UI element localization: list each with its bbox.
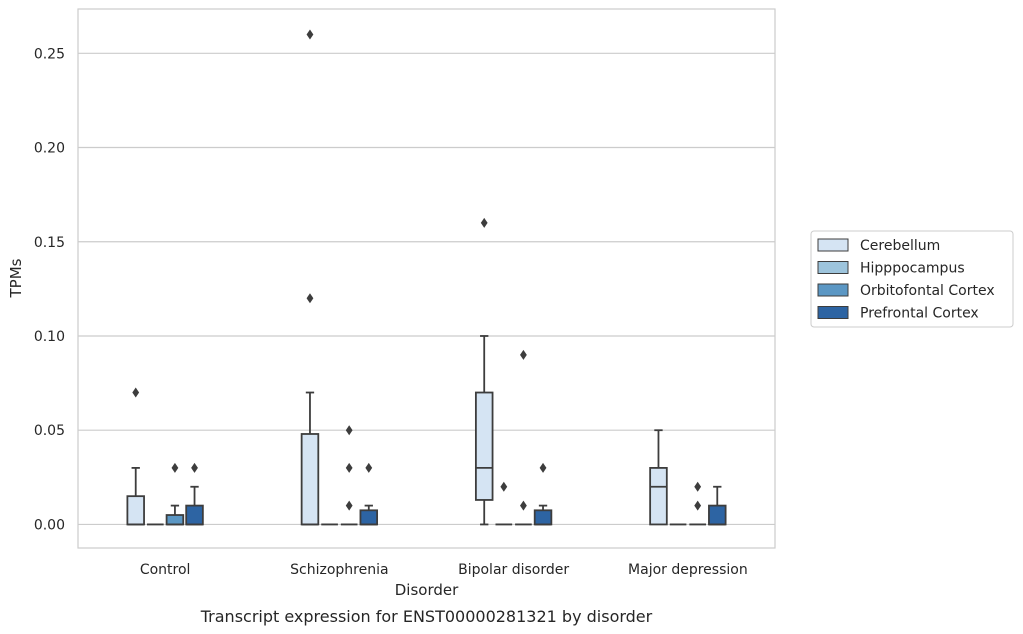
x-tick-labels: Control Schizophrenia Bipolar disorder Majo… [140,562,748,578]
legend-frame [810,230,1014,328]
y-axis-title: TPMs [7,258,25,298]
legend-label: Hipppocampus [860,261,965,277]
outlier-point [345,462,353,473]
outlier-point [306,29,314,40]
box-iqr [359,509,379,526]
chart-caption: Transcript expression for ENST0000028132… [200,607,653,626]
y-tick-label: 0.25 [34,46,65,62]
box-iqr [126,495,145,526]
outlier-point [520,349,527,360]
outlier-point [480,217,488,228]
y-tick-label: 0.20 [34,141,65,157]
outlier-point [500,481,508,492]
box-iqr [474,391,494,501]
outlier-point [345,425,353,436]
legend: Cerebellum Hipppocampus Orbitofontal Corte… [810,230,1014,328]
legend-swatch [817,238,849,252]
box-marks [126,29,727,526]
y-tick-labels: 0.00 0.05 0.10 0.15 0.20 0.25 [34,46,65,533]
box-iqr [533,509,553,526]
box-iqr [708,504,727,526]
box-3-1 [359,462,379,526]
y-tick-label: 0.10 [34,329,65,345]
outlier-point [694,500,702,511]
box-0-3 [649,429,668,526]
outlier-point [539,462,547,473]
box-3-3 [708,485,727,526]
y-tick-label: 0.15 [34,235,65,251]
legend-label: Prefrontal Cortex [860,306,979,322]
outlier-point [306,293,314,304]
box-1-2 [495,481,513,526]
box-2-1 [340,425,358,526]
plot-area-frame [77,8,776,549]
box-2-3 [689,481,707,526]
box-iqr [649,467,668,526]
legend-label: Orbitofontal Cortex [860,283,995,299]
box-2-0 [165,462,185,526]
y-tick-label: 0.05 [34,423,65,439]
outlier-point [345,500,353,511]
box-iqr [165,514,185,526]
outlier-point [171,462,179,473]
x-tick-label: Control [140,562,191,578]
outlier-point [132,387,140,398]
outlier-point [191,462,198,473]
legend-swatch [817,306,849,319]
plot-area-background [78,9,775,548]
box-0-1 [300,29,320,526]
outlier-point [520,500,527,511]
box-0-2 [474,217,494,526]
x-tick-label: Bipolar disorder [458,562,569,578]
outlier-point [694,481,702,492]
box-0-0 [126,387,145,526]
box-2-2 [515,349,532,526]
box-iqr [185,504,204,526]
x-tick-label: Major depression [628,562,748,578]
outlier-point [365,462,373,473]
x-axis-title: Disorder [395,581,459,599]
legend-label: Cerebellum [860,238,940,254]
box-iqr [300,433,320,526]
x-tick-label: Schizophrenia [290,562,388,578]
legend-swatch [817,261,849,274]
y-tick-label: 0.00 [34,517,65,533]
legend-swatch [817,283,849,297]
box-3-2 [533,462,553,526]
box-3-0 [185,462,204,526]
